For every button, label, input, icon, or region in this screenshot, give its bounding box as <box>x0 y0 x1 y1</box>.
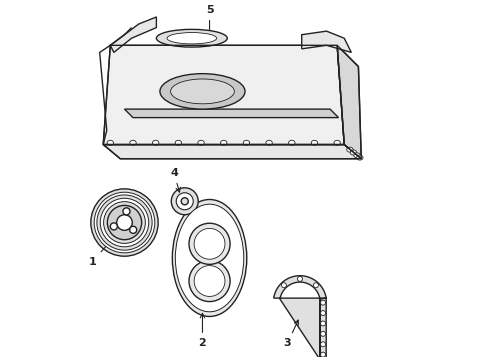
Ellipse shape <box>297 276 302 282</box>
Ellipse shape <box>117 215 132 230</box>
Ellipse shape <box>123 208 130 215</box>
Ellipse shape <box>181 198 188 205</box>
Ellipse shape <box>107 205 142 240</box>
Ellipse shape <box>311 140 318 145</box>
Polygon shape <box>103 145 361 159</box>
Ellipse shape <box>320 331 325 336</box>
Ellipse shape <box>354 153 360 158</box>
Ellipse shape <box>357 155 363 160</box>
Polygon shape <box>103 45 344 145</box>
Ellipse shape <box>243 140 249 145</box>
Ellipse shape <box>156 30 227 47</box>
Ellipse shape <box>167 32 217 44</box>
Ellipse shape <box>172 188 198 215</box>
Ellipse shape <box>320 342 325 347</box>
Ellipse shape <box>350 150 357 155</box>
Ellipse shape <box>110 223 118 230</box>
Ellipse shape <box>189 260 230 302</box>
Polygon shape <box>337 45 361 159</box>
Ellipse shape <box>281 283 287 288</box>
Ellipse shape <box>189 223 230 264</box>
Text: 1: 1 <box>89 236 115 266</box>
Ellipse shape <box>320 321 325 326</box>
Polygon shape <box>302 31 351 53</box>
Ellipse shape <box>347 147 353 152</box>
Ellipse shape <box>175 204 244 312</box>
Ellipse shape <box>100 198 149 247</box>
Ellipse shape <box>194 266 225 296</box>
Ellipse shape <box>107 140 114 145</box>
Ellipse shape <box>103 202 146 243</box>
Ellipse shape <box>91 189 158 256</box>
Ellipse shape <box>172 199 247 316</box>
Ellipse shape <box>266 140 272 145</box>
Ellipse shape <box>334 140 341 145</box>
Ellipse shape <box>314 283 318 288</box>
Text: 3: 3 <box>284 320 298 348</box>
Ellipse shape <box>176 193 193 210</box>
Polygon shape <box>124 109 339 118</box>
Text: 4: 4 <box>170 168 180 192</box>
Polygon shape <box>110 17 156 53</box>
Ellipse shape <box>320 300 325 305</box>
Ellipse shape <box>171 79 234 104</box>
Ellipse shape <box>130 140 136 145</box>
Polygon shape <box>274 276 326 360</box>
Ellipse shape <box>194 228 225 259</box>
Ellipse shape <box>289 140 295 145</box>
Ellipse shape <box>220 140 227 145</box>
Ellipse shape <box>175 140 182 145</box>
Ellipse shape <box>320 311 325 316</box>
Ellipse shape <box>94 192 155 253</box>
Text: 2: 2 <box>198 314 206 348</box>
Ellipse shape <box>320 352 325 357</box>
Ellipse shape <box>97 195 152 250</box>
Text: 5: 5 <box>206 5 213 36</box>
Ellipse shape <box>130 226 137 233</box>
Ellipse shape <box>152 140 159 145</box>
Ellipse shape <box>160 74 245 109</box>
Ellipse shape <box>198 140 204 145</box>
